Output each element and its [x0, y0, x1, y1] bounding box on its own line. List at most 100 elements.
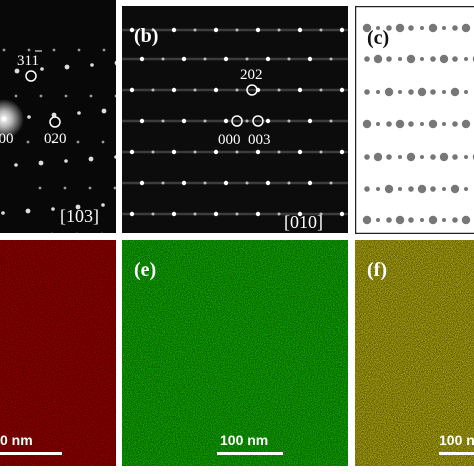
simulated-spot — [461, 23, 471, 33]
diffraction-spot — [213, 211, 219, 217]
simulated-spot — [395, 215, 405, 225]
diffraction-spot — [319, 212, 323, 216]
diffraction-spot — [51, 207, 55, 211]
diffraction-spot — [64, 159, 68, 163]
diffraction-streaks-b — [122, 28, 348, 216]
panel-label-e: (e) — [134, 259, 156, 281]
simulated-spot — [364, 56, 370, 62]
diffraction-spot — [193, 150, 197, 154]
simulated-spot — [408, 25, 414, 31]
diffraction-spot — [287, 119, 291, 123]
diffraction-spot — [223, 56, 229, 62]
scale-label-e: 100 nm — [220, 432, 268, 448]
diffraction-spot — [151, 150, 155, 154]
diffraction-panel-a: 311 020 000 [103] — [0, 0, 116, 233]
map-noise-e — [122, 240, 348, 466]
index-202: 202 — [240, 67, 263, 83]
scale-bar-e — [217, 452, 283, 455]
eds-map-f-svg: (f) 100 nm — [355, 240, 474, 466]
diffraction-spot — [307, 56, 313, 62]
scale-bar-d — [0, 452, 62, 455]
diffraction-spot — [161, 119, 165, 123]
scale-label-d: 0 nm — [0, 432, 33, 448]
simulated-spot — [398, 187, 402, 191]
diffraction-spot — [339, 87, 345, 93]
diffraction-spot — [181, 118, 187, 124]
diffraction-spot — [297, 211, 303, 217]
simulated-spot — [452, 56, 458, 62]
diffraction-spot — [171, 87, 177, 93]
diffraction-spot — [129, 27, 135, 33]
diffraction-spot — [129, 211, 135, 217]
simulated-spot — [452, 217, 458, 223]
simulated-spot — [464, 57, 468, 61]
diffraction-spot — [64, 94, 68, 98]
simulated-spot — [386, 217, 392, 223]
diffraction-spot — [255, 149, 261, 155]
diffraction-spot — [14, 68, 20, 74]
eds-map-panel-d: 0 nm — [0, 240, 116, 466]
simulated-spot — [398, 155, 402, 159]
diffraction-spot — [277, 212, 281, 216]
eds-map-panel-f: (f) 100 nm — [355, 240, 474, 466]
simulated-spot — [439, 152, 449, 162]
simulated-spots-c — [362, 23, 474, 225]
diffraction-spot — [277, 28, 281, 32]
simulated-spot — [408, 89, 414, 95]
simulated-spot — [464, 187, 468, 191]
diffraction-spot — [27, 48, 31, 52]
simulated-spot — [364, 186, 370, 192]
simulated-spot — [384, 184, 394, 194]
diffraction-spot — [329, 181, 333, 185]
diffraction-spots-a — [1, 48, 116, 233]
diffraction-spot — [14, 94, 18, 98]
diffraction-spot — [307, 180, 313, 186]
diffraction-spot — [75, 204, 81, 210]
ring-000 — [231, 115, 243, 127]
diffraction-spot — [161, 57, 165, 61]
diffraction-spot — [77, 111, 81, 115]
simulated-spot — [398, 57, 402, 61]
diffraction-spot — [339, 211, 345, 217]
diffraction-spot — [265, 180, 271, 186]
diffraction-spot — [287, 181, 291, 185]
diffraction-spot — [52, 48, 56, 52]
diffraction-spot — [161, 181, 165, 185]
diffraction-spot — [265, 56, 271, 62]
diffraction-spot — [89, 94, 93, 98]
simulated-c-svg: (c) — [355, 6, 474, 234]
simulated-spot — [376, 26, 380, 30]
diffraction-spot — [235, 28, 239, 32]
diffraction-spot — [329, 119, 333, 123]
simulated-spot — [461, 215, 471, 225]
central-beam — [0, 99, 24, 139]
ring-311 — [25, 70, 37, 82]
diffraction-spot — [297, 149, 303, 155]
diffraction-spot — [297, 87, 303, 93]
diffraction-spot — [203, 119, 207, 123]
simulated-spot — [420, 57, 424, 61]
diffraction-spot — [339, 27, 345, 33]
simulated-spot — [373, 152, 383, 162]
simulated-spot — [395, 23, 405, 33]
index-000: 000 — [0, 131, 14, 147]
diffraction-spot — [2, 48, 6, 52]
diffraction-spot — [63, 186, 67, 190]
simulated-spot — [384, 87, 394, 97]
diffraction-spot — [113, 186, 116, 190]
simulated-spot — [408, 186, 414, 192]
diffraction-spot — [203, 181, 207, 185]
diffraction-spot — [255, 27, 261, 33]
simulated-spot — [386, 121, 392, 127]
simulated-spot — [386, 25, 392, 31]
simulated-spot — [442, 218, 446, 222]
scale-label-f: 100 nm — [439, 432, 474, 448]
simulated-spot — [408, 121, 414, 127]
diffraction-panel-b: (b) 202 000 003 [010] — [122, 6, 348, 233]
ring-202 — [246, 84, 258, 96]
diffraction-spot — [319, 88, 323, 92]
diffraction-spot — [90, 63, 94, 67]
diffraction-spot — [213, 149, 219, 155]
diffraction-spot — [88, 186, 92, 190]
diffraction-spot — [297, 27, 303, 33]
